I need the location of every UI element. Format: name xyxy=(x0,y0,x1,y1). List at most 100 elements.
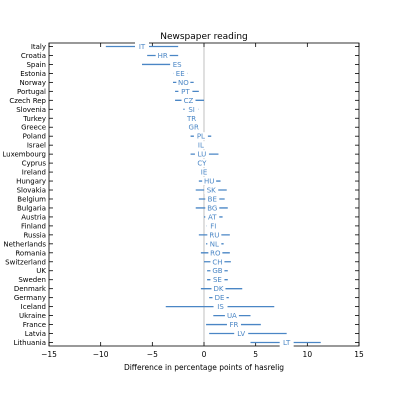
code-label-background xyxy=(210,275,225,284)
code-label-background xyxy=(194,159,209,168)
country-code-label: ES xyxy=(173,61,182,69)
row-il: Israel IL xyxy=(27,141,359,150)
country-label: Germany xyxy=(14,294,46,302)
country-code-label: CH xyxy=(212,258,222,266)
x-tick-label: −15 xyxy=(41,350,57,359)
x-tick-label: 15 xyxy=(354,350,364,359)
row-fi: Finland FI xyxy=(21,221,359,230)
row-es: Spain ES xyxy=(26,60,359,69)
code-label-background xyxy=(207,230,222,239)
country-label: Iceland xyxy=(21,303,46,311)
code-label-background xyxy=(204,186,219,195)
interval-series: Italy IT Croatia HR Spain ES Estonia EE Norway NO… xyxy=(2,42,359,347)
country-label: Ireland xyxy=(22,169,46,177)
row-se: Sweden SE xyxy=(18,275,359,284)
country-label: UK xyxy=(36,267,46,275)
country-label: Sweden xyxy=(18,276,46,284)
code-label-background xyxy=(155,51,170,60)
country-label: Turkey xyxy=(22,115,46,123)
row-de: Germany DE xyxy=(14,293,359,302)
code-label-background xyxy=(184,105,199,114)
country-code-label: IL xyxy=(198,142,204,150)
country-code-label: FR xyxy=(230,321,239,329)
country-label: Croatia xyxy=(21,52,46,60)
country-label: Greece xyxy=(21,124,46,132)
country-code-label: HR xyxy=(158,52,168,60)
country-code-label: SI xyxy=(188,106,195,114)
row-nl: Netherlands NL xyxy=(3,239,359,248)
country-label: France xyxy=(23,321,46,329)
row-ie: Ireland IE xyxy=(22,168,359,177)
country-label: Ukraine xyxy=(19,312,46,320)
country-label: Latvia xyxy=(25,330,46,338)
code-label-background xyxy=(135,42,149,51)
country-label: Lithuania xyxy=(14,339,46,347)
country-code-label: CZ xyxy=(184,97,194,105)
country-label: Luxembourg xyxy=(2,151,46,159)
country-code-label: GB xyxy=(212,267,222,275)
country-code-label: PL xyxy=(197,133,205,141)
code-label-background xyxy=(186,123,201,132)
x-tick-label: −10 xyxy=(93,350,109,359)
country-label: Norway xyxy=(19,79,46,87)
row-cy: Cyprus CY xyxy=(22,159,359,168)
country-code-label: CY xyxy=(197,160,207,168)
code-label-background xyxy=(194,150,209,159)
country-code-label: SE xyxy=(213,276,222,284)
x-axis: −15 −10 −5 0 5 10 15 xyxy=(41,43,364,359)
code-label-background xyxy=(279,338,294,347)
country-label: Denmark xyxy=(14,285,47,293)
row-is: Iceland IS xyxy=(21,302,359,311)
country-label: Austria xyxy=(21,213,46,221)
country-label: Portugal xyxy=(17,88,46,96)
row-gb: UK GB xyxy=(36,266,359,275)
country-code-label: LU xyxy=(198,151,207,159)
country-code-label: DE xyxy=(215,294,225,302)
row-at: Austria AT xyxy=(21,212,359,221)
code-label-background xyxy=(206,221,221,230)
x-axis-label: Difference in percentage points of hasre… xyxy=(124,363,284,372)
country-label: Poland xyxy=(23,133,46,141)
code-label-background xyxy=(197,168,211,177)
country-label: Italy xyxy=(31,43,46,51)
country-code-label: UA xyxy=(227,312,237,320)
country-label: Czech Rep xyxy=(9,97,46,105)
row-lt: Lithuania LT xyxy=(14,338,359,347)
country-code-label: BG xyxy=(207,204,217,212)
code-label-background xyxy=(178,87,193,96)
code-label-background xyxy=(234,329,249,338)
country-code-label: FI xyxy=(210,222,216,230)
row-it: Italy IT xyxy=(31,42,359,51)
row-no: Norway NO xyxy=(19,78,359,87)
country-code-label: LT xyxy=(283,339,291,347)
code-label-background xyxy=(211,284,226,293)
code-label-background xyxy=(213,302,228,311)
row-bg: Bulgaria BG xyxy=(17,203,359,212)
country-label: Estonia xyxy=(20,70,46,78)
row-tr: Turkey TR xyxy=(22,114,359,123)
code-label-background xyxy=(226,320,241,329)
code-label-background xyxy=(176,78,191,87)
country-label: Slovakia xyxy=(17,187,46,195)
code-label-background xyxy=(202,177,217,186)
country-code-label: RU xyxy=(209,231,219,239)
country-code-label: SK xyxy=(207,187,216,195)
code-label-background xyxy=(210,266,225,275)
country-label: Netherlands xyxy=(3,240,46,248)
country-code-label: EE xyxy=(176,70,185,78)
row-ru: Russia RU xyxy=(23,230,359,239)
country-label: Hungary xyxy=(16,178,46,186)
row-hr: Croatia HR xyxy=(21,51,359,60)
code-label-background xyxy=(184,114,199,123)
row-ro: Romania RO xyxy=(15,248,359,257)
row-lv: Latvia LV xyxy=(25,329,359,338)
code-label-background xyxy=(212,293,227,302)
country-code-label: DK xyxy=(213,285,223,293)
row-sk: Slovakia SK xyxy=(17,186,359,195)
row-si: Slovenia SI xyxy=(16,105,359,114)
country-code-label: BE xyxy=(208,195,217,203)
row-fr: France FR xyxy=(23,320,359,329)
row-hu: Hungary HU xyxy=(16,177,359,186)
row-cz: Czech Rep CZ xyxy=(9,96,359,105)
